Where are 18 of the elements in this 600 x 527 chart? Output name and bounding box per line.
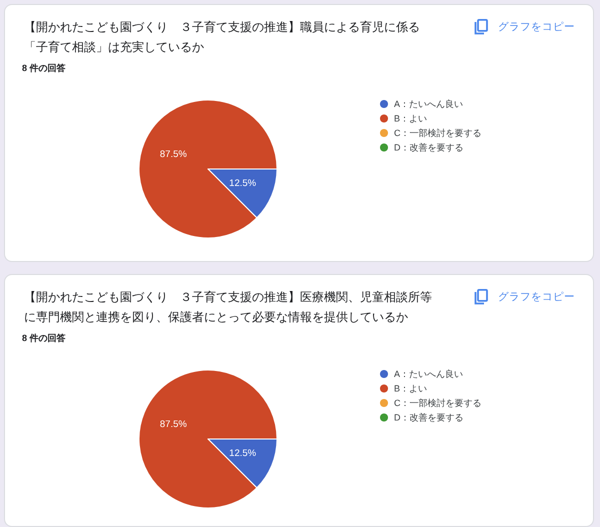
text: グラフをコピー (498, 290, 575, 305)
legend-label: D：改善を要する (394, 142, 464, 152)
chart-title: 【開かれたこども園づくり ３子育て支援の推進】医療機関、児童相談所等に専門機関と連携を図り、保護者にとって必要な情報を提供しているか (24, 289, 433, 326)
text: 8 件の回答 (22, 62, 66, 74)
legend-label: A：たいへん良い (394, 369, 464, 379)
text: 8 件の回答 (22, 332, 66, 344)
legend-label: B：よい (394, 384, 428, 394)
legend-label: C：一部検討を要する (394, 128, 482, 138)
legend-label: D：改善を要する (394, 412, 464, 422)
chart-title: 【開かれたこども園づくり ３子育て支援の推進】職員による育児に係る「子育て相談」は充実しているか (24, 19, 421, 56)
text: グラフをコピー (498, 20, 575, 35)
legend-label: C：一部検討を要する (394, 398, 482, 408)
data-label: 87.5% (160, 419, 188, 430)
data-label: 87.5% (160, 149, 188, 160)
legend-label: B：よい (394, 114, 428, 124)
legend-label: A：たいへん良い (394, 99, 464, 109)
data-label: 12.5% (229, 178, 257, 189)
data-label: 12.5% (229, 448, 257, 459)
